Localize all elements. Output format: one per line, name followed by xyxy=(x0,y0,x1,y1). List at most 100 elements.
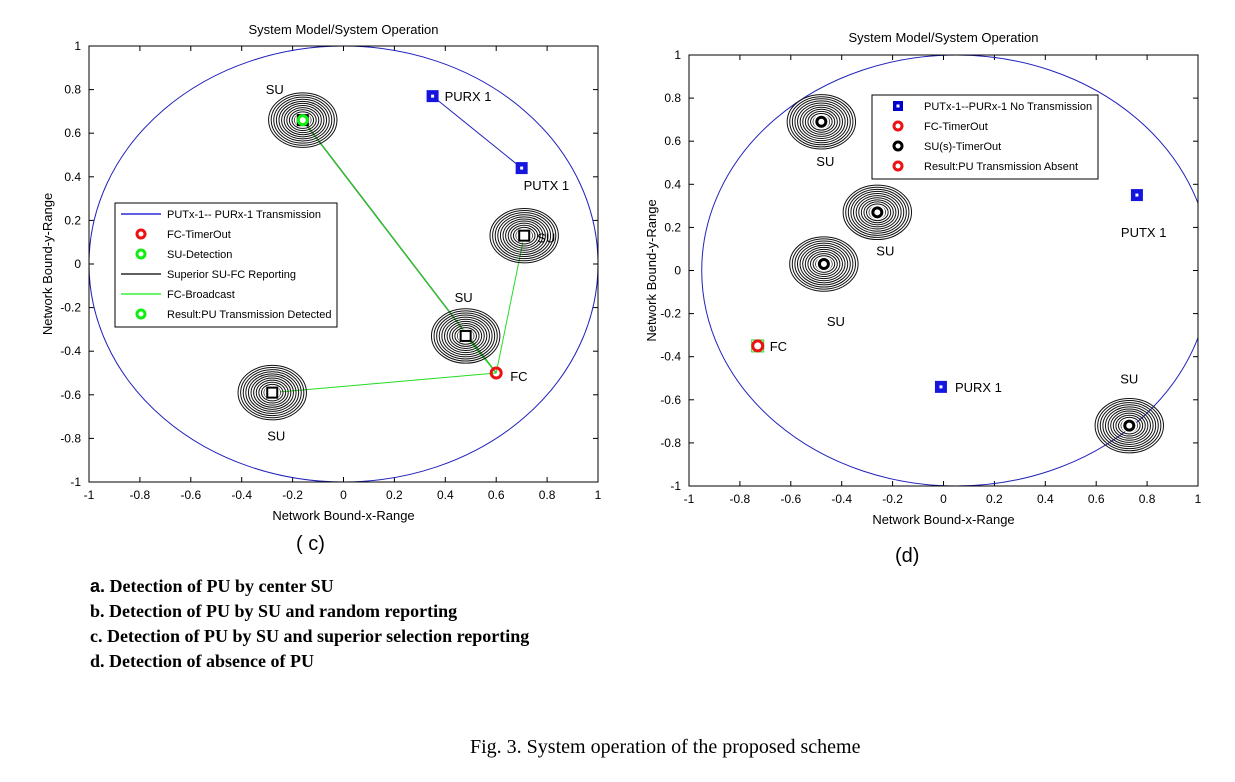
su-ripple-ring xyxy=(807,110,836,133)
su-node xyxy=(237,364,307,421)
su-ripple-ring xyxy=(866,203,889,222)
su-label: SU xyxy=(267,429,285,444)
y-tick-label: 0.8 xyxy=(64,83,81,97)
su-ripple-ring xyxy=(258,381,287,404)
y-tick-label: -0.2 xyxy=(60,301,81,315)
su-ripple-ring xyxy=(438,314,493,358)
su-node xyxy=(842,184,913,241)
fc-node-marker xyxy=(751,339,765,353)
su-ripple-ring xyxy=(804,108,838,135)
panel-label-d: (d) xyxy=(895,545,920,567)
su-ripple-ring xyxy=(796,242,851,286)
su-ripple-ring xyxy=(847,188,907,236)
su-ripple-ring xyxy=(807,251,841,278)
su-ripple-ring xyxy=(499,216,549,255)
y-tick-label: -0.2 xyxy=(660,307,681,321)
legend-ring-swatch xyxy=(135,248,147,260)
y-tick-label: 0.2 xyxy=(664,220,681,234)
su-ripple-ring xyxy=(1094,397,1164,454)
y-tick-label: 0 xyxy=(674,264,681,278)
su-ripple-ring xyxy=(443,318,488,354)
x-tick-label: -0.8 xyxy=(730,492,751,506)
legend-ring-swatch xyxy=(892,160,904,172)
legend-entry-label: PUTx-1--PURx-1 No Transmission xyxy=(924,101,1092,113)
figure-caption: Fig. 3. System operation of the proposed… xyxy=(470,736,861,758)
su-ripple-ring xyxy=(430,308,501,364)
y-tick-label: 0.8 xyxy=(664,91,681,105)
su-ripple-ring xyxy=(799,244,849,284)
caption-c-letter: c. xyxy=(90,626,103,646)
su-ripple-ring xyxy=(855,195,900,230)
su-ripple-ring xyxy=(288,109,317,132)
su-label: SU xyxy=(876,243,894,258)
su-square-marker xyxy=(266,386,279,399)
x-tick-label: 0.4 xyxy=(1037,492,1054,506)
legend-entry-label: Result:PU Transmission Absent xyxy=(924,161,1078,173)
pu-label: PURX 1 xyxy=(445,89,492,104)
su-ripple-ring xyxy=(446,320,485,352)
plot-title: System Model/System Operation xyxy=(248,22,438,37)
su-timerout-marker xyxy=(1123,419,1136,432)
y-tick-label: 1 xyxy=(74,39,81,53)
x-tick-label: -0.4 xyxy=(831,492,852,506)
plot-panel-d: System Model/System Operation Network Bou… xyxy=(644,30,1202,527)
legend-entry-label: Result:PU Transmission Detected xyxy=(167,309,331,321)
su-ripple-ring xyxy=(247,373,297,412)
su-ripple-ring xyxy=(1097,400,1162,452)
su-ripple-ring xyxy=(507,222,541,249)
su-label: SU xyxy=(827,314,845,329)
su-ripple-ring xyxy=(242,369,302,417)
su-ripple-ring xyxy=(273,96,333,144)
y-tick-label: 0.6 xyxy=(664,134,681,148)
transmission-link xyxy=(432,95,522,169)
su-ripple-ring xyxy=(441,316,490,356)
su-ripple-ring xyxy=(433,310,498,362)
x-tick-label: 0.6 xyxy=(488,488,505,502)
su-ripple-ring xyxy=(845,186,910,238)
y-tick-label: -1 xyxy=(670,479,681,493)
su-ripple-ring xyxy=(245,371,300,415)
y-tick-label: -0.8 xyxy=(660,436,681,450)
x-tick-label: -0.4 xyxy=(231,488,252,502)
plot-title: System Model/System Operation xyxy=(848,30,1038,45)
su-node xyxy=(786,94,857,150)
su-ripple-ring xyxy=(291,111,315,129)
pu-node-dot xyxy=(939,385,943,389)
su-node xyxy=(1094,397,1164,454)
legend-box xyxy=(114,202,338,328)
plot-area xyxy=(89,46,598,482)
panel-label-c: ( c) xyxy=(296,533,325,555)
y-tick-label: 1 xyxy=(674,48,681,62)
su-ripple-ring xyxy=(270,94,335,146)
su-ripple-ring xyxy=(797,102,846,142)
broadcast-link xyxy=(465,335,497,374)
x-axis-label: Network Bound-x-Range xyxy=(272,508,414,523)
su-timerout-marker xyxy=(817,258,830,271)
y-tick-label: -1 xyxy=(70,475,81,489)
su-ripple-ring xyxy=(804,248,843,280)
su-ripple-ring xyxy=(281,102,325,138)
pu-node-dot xyxy=(520,166,524,170)
su-ripple-ring xyxy=(275,98,330,142)
su-ripple-ring xyxy=(436,312,496,360)
plot-area xyxy=(701,55,1198,486)
plot-axes-box xyxy=(88,45,599,483)
x-tick-label: 0.8 xyxy=(1139,492,1156,506)
su-ripple-ring xyxy=(260,383,284,402)
su-ripple-ring xyxy=(1102,404,1157,448)
su-ripple-ring xyxy=(789,236,859,292)
su-ripple-ring xyxy=(253,377,292,408)
su-ripple-ring xyxy=(268,92,338,148)
legend-entry-label: Superior SU-FC Reporting xyxy=(167,269,296,281)
x-tick-label: 0.6 xyxy=(1088,492,1105,506)
su-ripple-ring xyxy=(510,224,539,247)
pu-label: PUTX 1 xyxy=(1121,225,1167,240)
su-ripple-ring xyxy=(812,255,836,273)
y-tick-label: -0.8 xyxy=(60,431,81,445)
y-tick-label: 0 xyxy=(74,257,81,271)
su-label: SU xyxy=(816,154,834,169)
su-ripple-ring xyxy=(283,105,322,136)
plot-panel-c: System Model/System Operation Network Bou… xyxy=(40,22,602,523)
legend: PUTx-1--PURx-1 No Transmission FC-TimerOu… xyxy=(871,94,1099,180)
